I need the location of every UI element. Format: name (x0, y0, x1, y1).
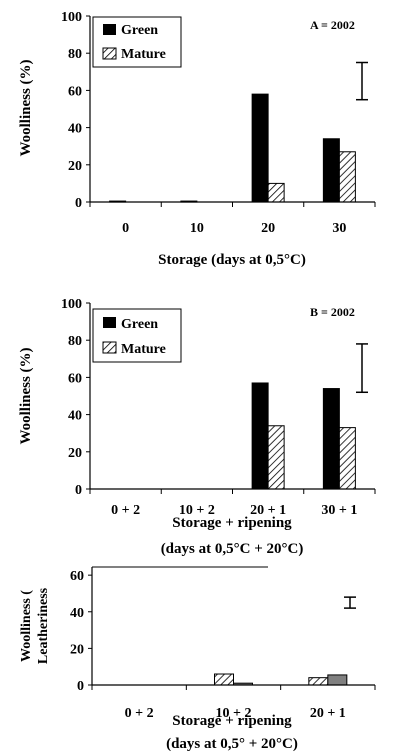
y-axis-label-line-1: Woolliness ( (19, 590, 34, 662)
chart-panel-b: 0 20 40 60 80 100 0 + 2 10 + 2 20 + 1 30 + 1 Woo… (18, 297, 376, 557)
y-axis-label: Woolliness (%) (18, 347, 34, 444)
y-tick-label: 40 (68, 409, 82, 424)
legend: Green Mature (92, 16, 182, 68)
x-tick-label: 0 + 2 (111, 503, 140, 518)
x-ticks: 0 10 20 30 (89, 202, 376, 236)
x-tick-label: 10 + 2 (216, 706, 252, 721)
y-tick-label: 0 (75, 196, 82, 211)
bars (109, 93, 356, 203)
bar-mature (267, 182, 285, 203)
y-tick-label: 60 (68, 84, 82, 99)
x-ticks: 0 + 2 10 + 2 20 + 1 30 + 1 (89, 489, 376, 518)
bar-green (251, 93, 269, 203)
x-axis-label-line-1: Storage + ripening (172, 515, 292, 531)
legend-swatch-mature (102, 47, 117, 60)
panel-annotation: B = 2002 (310, 305, 355, 319)
y-tick-label: 60 (68, 371, 82, 386)
x-axis-label: Storage (days at 0,5°C) (158, 252, 306, 268)
y-tick-label: 80 (68, 334, 82, 349)
x-axis-label-line-2: (days at 0,5° + 20°C) (166, 736, 298, 752)
bar-mature (338, 151, 356, 203)
y-tick-label: 60 (70, 569, 84, 584)
y-ticks: 0 20 40 60 80 100 (61, 10, 90, 211)
chart-panel-c: 0 20 40 60 0 + 2 10 + 2 20 + 1 Woolliness ( L… (19, 566, 376, 752)
legend-label-green: Green (121, 317, 158, 332)
y-tick-label: 20 (68, 159, 82, 174)
x-tick-label: 0 (122, 221, 129, 236)
y-axis-label: Woolliness (%) (18, 59, 34, 156)
bar-series-1 (327, 674, 348, 686)
bars (251, 382, 356, 490)
y-tick-label: 40 (70, 606, 84, 621)
x-tick-label: 30 (332, 221, 346, 236)
legend-swatch-green (103, 317, 116, 328)
bar-green (251, 382, 269, 490)
y-tick-label: 80 (68, 47, 82, 62)
x-axis-label-line-2: (days at 0,5°C + 20°C) (161, 541, 304, 557)
legend-label-mature: Mature (121, 342, 166, 357)
bar-series-0 (214, 673, 234, 686)
x-ticks: 0 + 2 10 + 2 20 + 1 (91, 685, 376, 721)
legend-swatch-green (103, 24, 116, 35)
x-tick-label: 20 + 1 (250, 503, 286, 518)
error-bar (344, 596, 356, 609)
legend-swatch-mature (102, 341, 117, 354)
bar-mature (267, 425, 285, 490)
y-tick-label: 100 (61, 10, 82, 25)
x-tick-label: 20 (261, 221, 275, 236)
chart-panel-a: 0 20 40 60 80 100 0 10 20 30 Woolliness (%) Stor… (18, 10, 376, 268)
y-tick-label: 0 (77, 679, 84, 694)
y-axis-label-line-2: Leatheriness (36, 587, 51, 664)
error-bar (356, 61, 368, 101)
bar-series-0 (308, 677, 329, 686)
x-tick-label: 10 + 2 (179, 503, 215, 518)
y-ticks: 0 20 40 60 (70, 569, 92, 694)
y-ticks: 0 20 40 60 80 100 (61, 297, 90, 498)
bars (214, 673, 348, 686)
y-tick-label: 20 (70, 642, 84, 657)
y-tick-label: 20 (68, 446, 82, 461)
x-axis-label-line-1: Storage + ripening (172, 713, 292, 729)
bar-green (322, 388, 340, 490)
x-tick-label: 10 (190, 221, 204, 236)
error-bar (356, 343, 368, 394)
y-tick-label: 40 (68, 122, 82, 137)
x-tick-label: 30 + 1 (321, 503, 357, 518)
legend: Green Mature (92, 308, 182, 363)
y-tick-label: 0 (75, 483, 82, 498)
legend-label-green: Green (121, 23, 158, 38)
bar-mature (338, 427, 356, 490)
y-tick-label: 100 (61, 297, 82, 312)
bar-green (322, 138, 340, 203)
panel-annotation: A = 2002 (310, 18, 355, 32)
x-tick-label: 0 + 2 (125, 706, 154, 721)
legend-label-mature: Mature (121, 47, 166, 62)
x-tick-label: 20 + 1 (310, 706, 346, 721)
